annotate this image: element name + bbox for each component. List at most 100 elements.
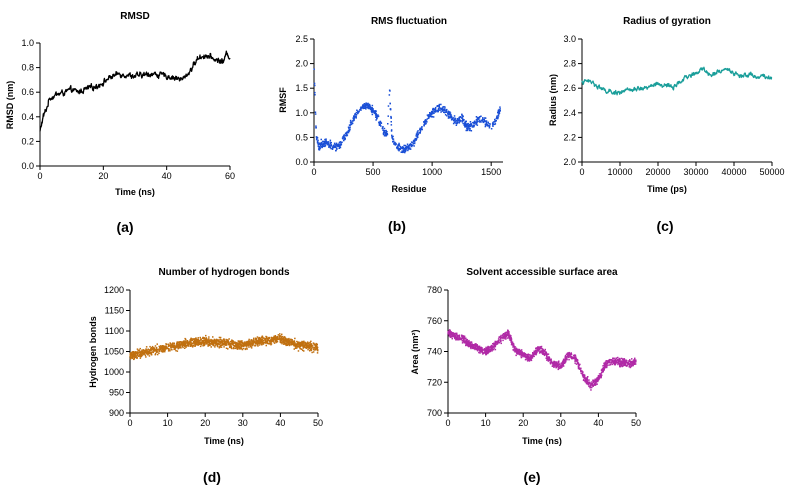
data-point	[558, 367, 561, 370]
data-point	[509, 336, 511, 338]
data-point	[447, 117, 450, 119]
data-point	[303, 345, 305, 347]
data-point	[361, 105, 364, 107]
data-point	[515, 354, 517, 357]
data-point	[497, 340, 499, 342]
data-point	[549, 359, 551, 361]
data-point	[467, 340, 469, 343]
series-rmsf	[313, 68, 501, 154]
data-point	[231, 347, 233, 350]
data-point	[598, 373, 601, 375]
data-point	[629, 364, 631, 366]
data-point	[510, 339, 513, 342]
data-point	[391, 136, 393, 138]
data-point	[252, 341, 255, 343]
data-point	[302, 341, 304, 343]
x-tick-label: 20000	[645, 167, 670, 177]
data-point	[412, 141, 414, 144]
data-point	[596, 380, 598, 382]
data-point	[320, 138, 322, 141]
data-point	[155, 349, 157, 351]
data-point	[252, 344, 254, 347]
data-point	[432, 116, 435, 118]
data-point	[510, 341, 512, 343]
data-point	[199, 343, 201, 345]
data-point	[349, 127, 351, 129]
data-point	[312, 342, 315, 344]
data-point	[212, 341, 215, 343]
data-point	[461, 342, 464, 344]
data-point	[374, 110, 376, 112]
data-point	[498, 111, 500, 114]
data-point	[436, 109, 438, 112]
data-point	[601, 370, 603, 372]
x-tick-label: 10000	[607, 167, 632, 177]
data-point	[348, 129, 350, 131]
data-point	[574, 354, 576, 356]
data-point	[542, 353, 544, 355]
data-point	[570, 356, 573, 358]
data-point	[270, 339, 273, 341]
data-point	[168, 344, 171, 347]
data-point	[209, 344, 211, 346]
data-point	[234, 342, 237, 344]
data-point	[547, 360, 550, 362]
data-point	[210, 338, 212, 341]
data-point	[456, 338, 459, 341]
data-point	[436, 105, 439, 107]
data-point	[557, 367, 560, 369]
data-point	[493, 121, 495, 123]
data-point	[486, 351, 489, 353]
data-point	[390, 115, 392, 118]
data-point	[481, 351, 484, 354]
data-point	[546, 353, 549, 356]
data-point	[599, 375, 601, 377]
data-point	[408, 144, 411, 147]
x-tick-label: 50000	[759, 167, 784, 177]
data-point	[332, 145, 335, 147]
data-point	[174, 347, 177, 349]
data-point	[163, 349, 166, 352]
data-point	[557, 363, 560, 366]
data-point	[346, 131, 348, 133]
data-point	[229, 340, 232, 343]
data-point	[324, 138, 326, 141]
data-point	[251, 342, 254, 344]
data-point	[178, 341, 181, 344]
data-point	[500, 334, 502, 337]
data-point	[453, 115, 456, 117]
data-point	[250, 347, 253, 349]
data-point	[454, 117, 456, 120]
data-point	[455, 339, 457, 341]
data-point	[433, 108, 436, 111]
data-point	[465, 125, 467, 128]
data-point	[475, 347, 478, 349]
data-point	[205, 337, 208, 340]
data-point	[278, 338, 281, 340]
data-point	[227, 348, 229, 350]
data-point	[288, 343, 290, 346]
data-point	[389, 90, 391, 92]
data-point	[516, 349, 518, 351]
data-point	[227, 339, 229, 341]
data-point	[463, 119, 465, 121]
data-point	[628, 366, 630, 368]
panel-c-title: Radius of gyration	[623, 16, 711, 27]
x-tick-label: 0	[579, 167, 584, 177]
data-point	[492, 345, 494, 348]
data-point	[443, 106, 445, 108]
data-point	[468, 339, 470, 342]
data-point	[460, 338, 462, 340]
data-point	[259, 342, 261, 344]
data-point	[214, 344, 216, 347]
data-point	[168, 348, 170, 350]
data-point	[314, 345, 317, 347]
data-point	[532, 354, 534, 356]
x-tick-label: 30	[238, 418, 248, 428]
data-point	[390, 121, 392, 123]
data-point	[499, 337, 502, 339]
data-point	[202, 337, 204, 339]
data-point	[485, 346, 487, 349]
data-point	[246, 346, 248, 348]
data-point	[564, 359, 567, 362]
